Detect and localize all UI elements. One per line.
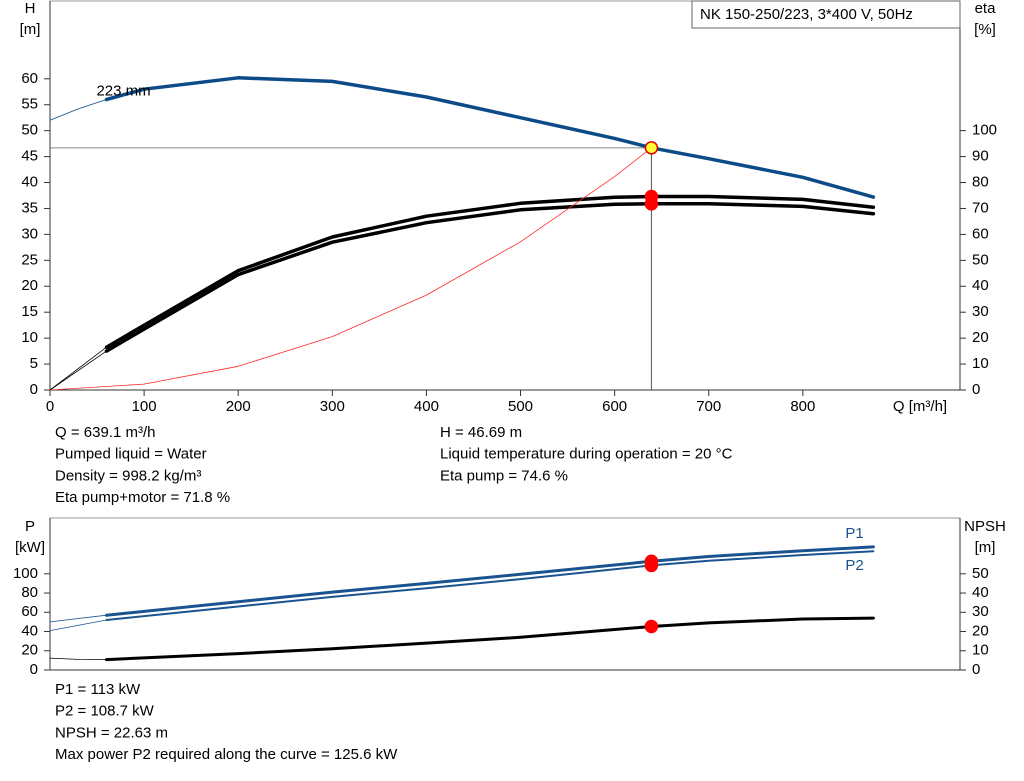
y-tick-label: 40	[21, 622, 38, 639]
curve	[105, 616, 875, 662]
info-text: Density = 998.2 kg/m³	[55, 467, 201, 484]
curve	[105, 545, 875, 617]
x-tick-label: 800	[790, 398, 815, 415]
y-unit: [kW]	[15, 539, 45, 556]
curve	[49, 619, 107, 631]
x-tick-label: 0	[46, 398, 54, 415]
operating-point	[644, 197, 659, 211]
title-box	[691, 0, 961, 29]
curve-label: P1	[845, 525, 863, 542]
y-tick-label: 40	[21, 174, 38, 191]
y2-tick-label: 40	[972, 584, 989, 601]
y-tick-label: 50	[21, 122, 38, 139]
operating-point	[644, 141, 659, 155]
curve	[49, 346, 107, 391]
y-tick-label: 55	[21, 96, 38, 113]
y-tick-label: 80	[21, 584, 38, 601]
x-tick-label: 300	[320, 398, 345, 415]
y2-tick-label: 50	[972, 565, 989, 582]
info-text: NPSH = 22.63 m	[55, 724, 168, 741]
info-text: P1 = 113 kW	[55, 681, 141, 698]
curve	[49, 614, 107, 623]
y2-tick-label: 80	[972, 174, 989, 191]
y2-tick-label: 40	[972, 277, 989, 294]
y2-tick-label: 30	[972, 603, 989, 620]
y2-tick-label: 50	[972, 251, 989, 268]
x-tick-label: 200	[226, 398, 251, 415]
curve	[49, 350, 107, 391]
curve	[49, 99, 107, 121]
curve	[104, 202, 876, 353]
y2-unit: [%]	[974, 21, 996, 38]
y-tick-label: 0	[30, 381, 38, 398]
y-tick-label: 35	[21, 199, 38, 216]
x-tick-label: 100	[132, 398, 157, 415]
y-tick-label: 10	[21, 329, 38, 346]
curve-label: 223 mm	[96, 83, 150, 100]
y-label: H	[25, 0, 36, 17]
y-tick-label: 5	[30, 355, 38, 372]
x-label: Q [m³/h]	[893, 398, 947, 415]
info-text: Eta pump = 74.6 %	[440, 467, 568, 484]
y2-tick-label: 70	[972, 199, 989, 216]
y-unit: [m]	[20, 21, 41, 38]
y-tick-label: 25	[21, 251, 38, 268]
curve	[104, 76, 876, 199]
y2-tick-label: 90	[972, 148, 989, 165]
x-tick-label: 400	[414, 398, 439, 415]
y2-tick-label: 20	[972, 622, 989, 639]
curve	[49, 147, 652, 391]
y2-tick-label: 0	[972, 381, 980, 398]
x-tick-label: 700	[696, 398, 721, 415]
operating-point	[644, 558, 659, 573]
y2-tick-label: 100	[972, 122, 997, 139]
y-tick-label: 100	[13, 565, 38, 582]
y2-tick-label: 10	[972, 355, 989, 372]
plot-frame	[49, 0, 961, 391]
chart-title: NK 150-250/223, 3*400 V, 50Hz	[700, 6, 913, 23]
y-tick-label: 60	[21, 603, 38, 620]
x-tick-label: 500	[508, 398, 533, 415]
y2-tick-label: 60	[972, 225, 989, 242]
curve	[49, 657, 107, 660]
y-tick-label: 20	[21, 277, 38, 294]
y2-label: NPSH	[964, 518, 1006, 535]
y-tick-label: 30	[21, 225, 38, 242]
info-text: H = 46.69 m	[440, 424, 522, 441]
info-text: Q = 639.1 m³/h	[55, 424, 155, 441]
operating-point	[644, 619, 659, 634]
y-tick-label: 60	[21, 70, 38, 87]
y-tick-label: 20	[21, 642, 38, 659]
y-label: P	[25, 518, 35, 535]
info-text: Eta pump+motor = 71.8 %	[55, 489, 230, 506]
info-text: Max power P2 required along the curve = …	[55, 746, 398, 763]
y2-label: eta	[975, 0, 997, 17]
curve	[105, 550, 875, 621]
info-text: Liquid temperature during operation = 20…	[440, 446, 733, 463]
curve	[104, 194, 876, 349]
y2-tick-label: 10	[972, 642, 989, 659]
plot-frame	[49, 517, 961, 671]
y-tick-label: 45	[21, 148, 38, 165]
y2-unit: [m]	[975, 539, 996, 556]
curve-label: P2	[845, 557, 863, 574]
y-tick-label: 0	[30, 661, 38, 678]
x-tick-label: 600	[602, 398, 627, 415]
info-text: Pumped liquid = Water	[55, 446, 207, 463]
y2-tick-label: 0	[972, 661, 980, 678]
y-tick-label: 15	[21, 303, 38, 320]
y2-tick-label: 20	[972, 329, 989, 346]
info-text: P2 = 108.7 kW	[55, 703, 155, 720]
y2-tick-label: 30	[972, 303, 989, 320]
